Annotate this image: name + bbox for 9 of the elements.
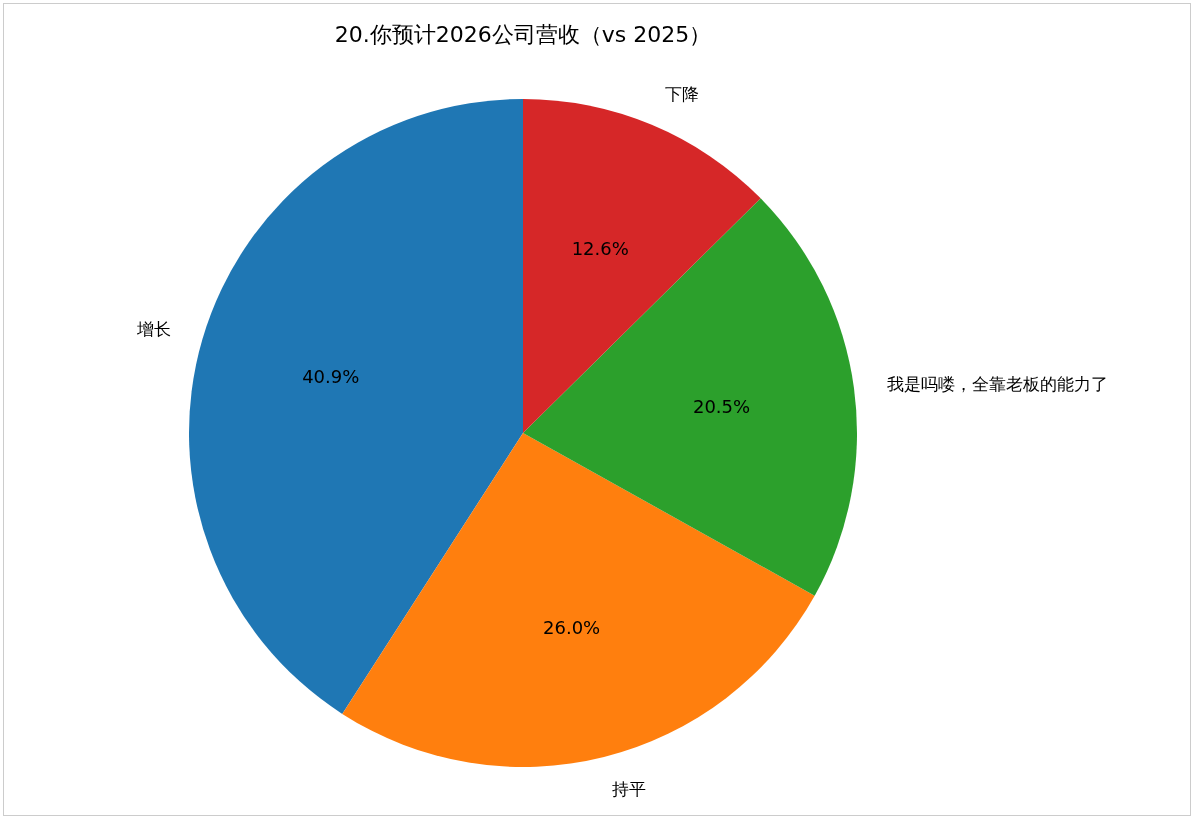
- data-label: 20.5%: [692, 395, 751, 417]
- data-label: 12.6%: [571, 237, 629, 259]
- slice-label: 增长: [135, 319, 171, 340]
- data-label: 26.0%: [543, 616, 601, 638]
- slice-label: 我是吗喽，全靠老板的能力了: [887, 373, 1109, 394]
- data-label: 40.9%: [302, 365, 360, 387]
- slice-label: 下降: [664, 84, 699, 105]
- slice-label: 持平: [612, 779, 647, 800]
- chart-title: 20.你预计2026公司营收（vs 2025）: [334, 22, 712, 47]
